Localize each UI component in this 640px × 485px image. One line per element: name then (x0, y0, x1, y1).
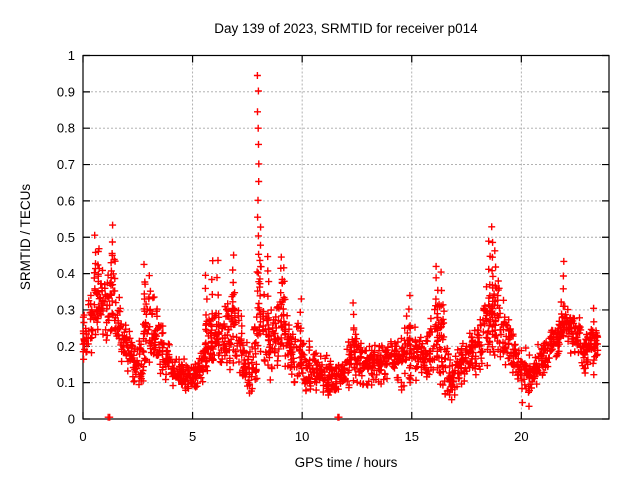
y-tick-label: 0.4 (57, 266, 75, 281)
x-axis-label: GPS time / hours (295, 455, 398, 470)
y-axis-label: SRMTID / TECUs (18, 184, 33, 291)
y-tick-label: 0.3 (57, 302, 75, 317)
y-tick-label: 0.2 (57, 339, 75, 354)
scatter-plus-markers (79, 72, 602, 421)
x-tick-label: 15 (405, 429, 419, 444)
y-tick-label: 0.9 (57, 84, 75, 99)
y-tick-label: 0 (68, 412, 75, 427)
axis-tick-labels: 0 5 10 15 20 0 0.1 0.2 0.3 0.4 0.5 0.6 0.7 0.8 0.9 1 (57, 48, 529, 444)
plot-border (82, 54, 610, 420)
data-point-markers (79, 72, 602, 421)
x-tick-label: 0 (79, 429, 86, 444)
y-tick-label: 0.5 (57, 230, 75, 245)
x-tick-label: 5 (189, 429, 196, 444)
y-tick-label: 1 (68, 48, 75, 63)
x-tick-label: 20 (514, 429, 528, 444)
y-tick-label: 0.7 (57, 157, 75, 172)
y-tick-label: 0.8 (57, 121, 75, 136)
chart-title: Day 139 of 2023, SRMTID for receiver p01… (214, 21, 478, 36)
y-tick-label: 0.6 (57, 193, 75, 208)
plot-gridlines (83, 55, 609, 419)
x-tick-label: 10 (295, 429, 309, 444)
y-tick-label: 0.1 (57, 375, 75, 390)
